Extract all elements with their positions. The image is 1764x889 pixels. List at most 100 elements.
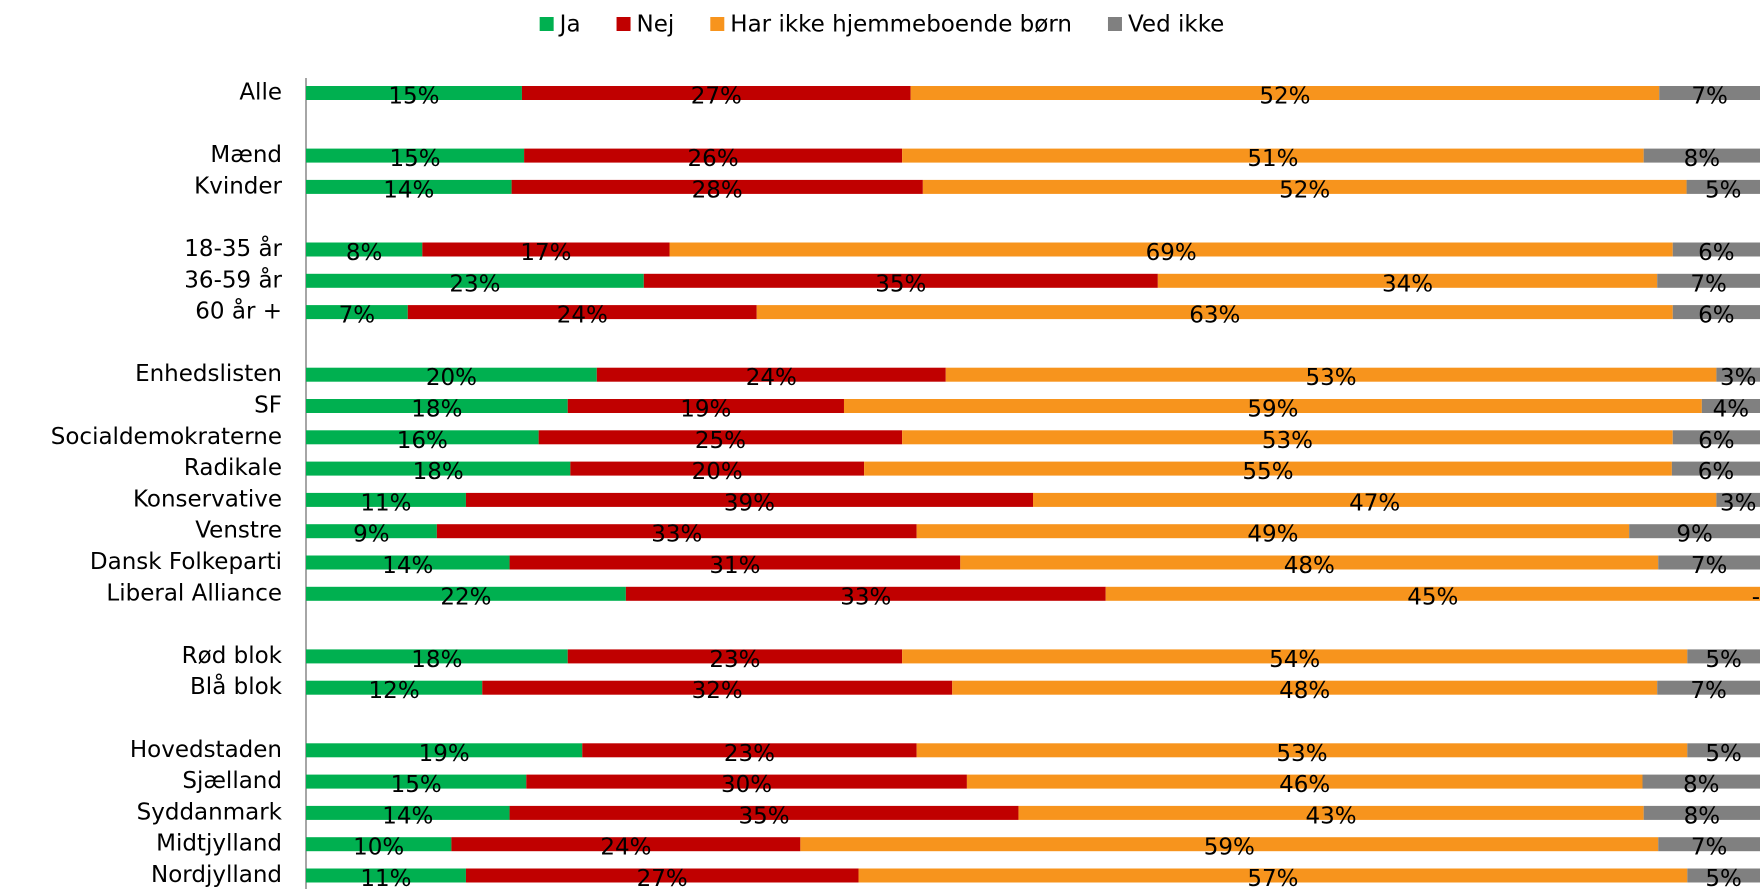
bar-segment (306, 680, 483, 695)
data-label: 47% (1349, 490, 1400, 516)
data-label: 48% (1279, 678, 1330, 704)
bar-segment (306, 837, 452, 852)
bar-segment (1672, 430, 1760, 445)
data-label: 7% (1691, 553, 1728, 579)
data-label: 5% (1705, 741, 1742, 767)
data-label: 6% (1698, 428, 1735, 454)
data-label: 8% (1684, 803, 1721, 829)
bar-segment (910, 86, 1660, 100)
data-label: 23% (449, 271, 500, 297)
data-label: 23% (709, 647, 760, 673)
bar-segment (407, 305, 757, 320)
bar-segment (902, 148, 1644, 163)
bar-segment (465, 492, 1033, 507)
legend-label: Ja (558, 12, 581, 38)
data-label: 14% (383, 177, 434, 203)
data-label: 7% (339, 303, 376, 329)
data-label: 19% (419, 741, 470, 767)
bar-segment (1671, 461, 1760, 476)
bar-segment (952, 680, 1658, 695)
data-label: 5% (1705, 647, 1742, 673)
bar-segment (1657, 680, 1760, 695)
data-label: 9% (1676, 522, 1713, 548)
bar-segment (858, 868, 1688, 883)
data-label: 25% (695, 428, 746, 454)
bar-segment (1687, 743, 1760, 758)
y-tick-label: Rød blok (182, 643, 283, 669)
data-label: 53% (1262, 428, 1313, 454)
bar-segment (306, 805, 510, 820)
data-label: 24% (746, 365, 797, 391)
bar-segment (306, 179, 512, 194)
y-tick-label: 60 år + (195, 297, 282, 325)
data-label: 19% (680, 397, 731, 423)
data-label: 14% (382, 803, 433, 829)
bar-segment (422, 242, 670, 257)
bar-segment (643, 273, 1158, 288)
data-label: 49% (1247, 522, 1298, 548)
bar-segment (864, 461, 1672, 476)
data-label: 3% (1720, 365, 1757, 391)
bar-segment (1687, 868, 1760, 883)
data-label: 33% (840, 584, 891, 610)
data-label: 20% (426, 365, 477, 391)
data-label: 27% (691, 84, 742, 110)
y-tick-label: Syddanmark (137, 799, 283, 825)
data-label: 51% (1247, 146, 1298, 172)
bar-segment (306, 86, 522, 100)
bar-segment (625, 586, 1106, 601)
y-tick-label: Alle (239, 80, 282, 106)
bar-segment (511, 179, 923, 194)
data-label: 15% (389, 146, 440, 172)
bar-segment (1657, 273, 1760, 288)
bar-segment (306, 399, 568, 413)
bar-segment (306, 242, 423, 257)
bar-segment (306, 868, 466, 883)
data-label: 7% (1690, 678, 1727, 704)
data-label: 12% (369, 678, 420, 704)
y-tick-label: Kvinder (194, 173, 282, 199)
bar-segment (306, 430, 539, 445)
data-label: 4% (1713, 397, 1750, 423)
bar-segment (509, 555, 961, 570)
y-tick-label: Radikale (184, 455, 282, 481)
data-label: 43% (1306, 803, 1357, 829)
data-label: - (1752, 584, 1760, 610)
data-label: 22% (440, 584, 491, 610)
data-label: 7% (1691, 84, 1728, 110)
bar-segment (1687, 649, 1760, 664)
legend-swatch (539, 17, 554, 31)
data-label: 63% (1189, 303, 1240, 329)
data-label: 59% (1204, 835, 1255, 861)
bar-segment (465, 868, 859, 883)
bar-segment (1701, 399, 1760, 413)
data-label: 15% (391, 772, 442, 798)
data-label: 18% (411, 647, 462, 673)
data-label: 48% (1284, 553, 1335, 579)
y-tick-label: Enhedslisten (135, 361, 282, 387)
bar-segment (1033, 492, 1717, 507)
data-label: 55% (1242, 459, 1293, 485)
data-label: 32% (692, 678, 743, 704)
data-label: 7% (1690, 271, 1727, 297)
bar-segment (1658, 555, 1760, 570)
bar-segment (843, 399, 1702, 413)
data-label: 53% (1306, 365, 1357, 391)
bar-segment (482, 680, 953, 695)
bar-segment (922, 179, 1687, 194)
y-tick-label: Nordjylland (151, 862, 282, 888)
bar-segment (306, 774, 527, 789)
data-label: 10% (353, 835, 404, 861)
data-label: 3% (1720, 490, 1757, 516)
y-tick-label: SF (254, 393, 282, 419)
bar-segment (1716, 492, 1760, 507)
bar-segment (800, 837, 1659, 852)
data-label: 45% (1407, 584, 1458, 610)
bar-segment (306, 586, 626, 601)
y-tick-label: Mænd (210, 142, 282, 168)
data-label: 57% (1247, 866, 1298, 889)
data-label: 14% (382, 553, 433, 579)
data-label: 6% (1698, 240, 1735, 266)
data-label: 39% (724, 490, 775, 516)
data-label: 15% (388, 84, 439, 110)
